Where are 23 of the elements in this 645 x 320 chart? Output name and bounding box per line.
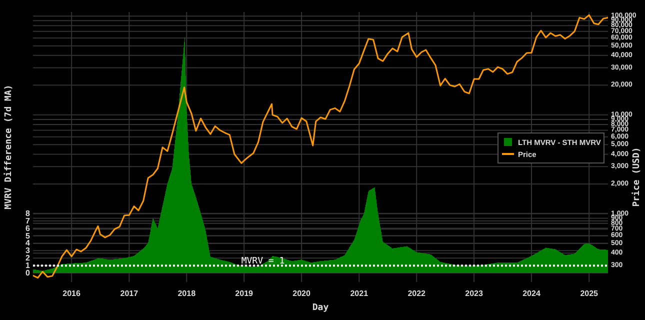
y-tick-label: 0	[26, 268, 31, 278]
y-tick-label: 4	[26, 238, 31, 248]
x-tick-label: 2023	[465, 289, 484, 298]
y-tick-label: 2	[26, 254, 31, 263]
y-tick-label: 5	[26, 231, 31, 240]
x-tick-label: 2016	[62, 289, 82, 298]
y-axis-title: MVRV Difference (7d MA)	[3, 84, 14, 210]
ref-line-label: MVRV = 1	[241, 256, 285, 267]
y2-axis-title: Price (USD)	[631, 147, 642, 207]
y-tick-label: 8	[26, 208, 31, 218]
x-tick-label: 2020	[292, 289, 311, 298]
y-tick-label: 3	[26, 246, 31, 256]
x-tick-label: 2021	[350, 289, 369, 298]
x-tick-label: 2024	[522, 289, 541, 298]
x-tick-label: 2018	[178, 289, 196, 298]
x-tick-label: 2022	[408, 289, 426, 298]
y-tick-label: 7	[26, 216, 31, 226]
x-tick-label: 2019	[235, 289, 254, 298]
x-axis-title: Day	[312, 303, 330, 313]
x-tick-label: 2025	[580, 289, 599, 298]
y-tick-label: 1	[26, 261, 31, 270]
y-tick-label: 6	[26, 224, 31, 233]
x-tick-label: 2017	[120, 289, 139, 298]
